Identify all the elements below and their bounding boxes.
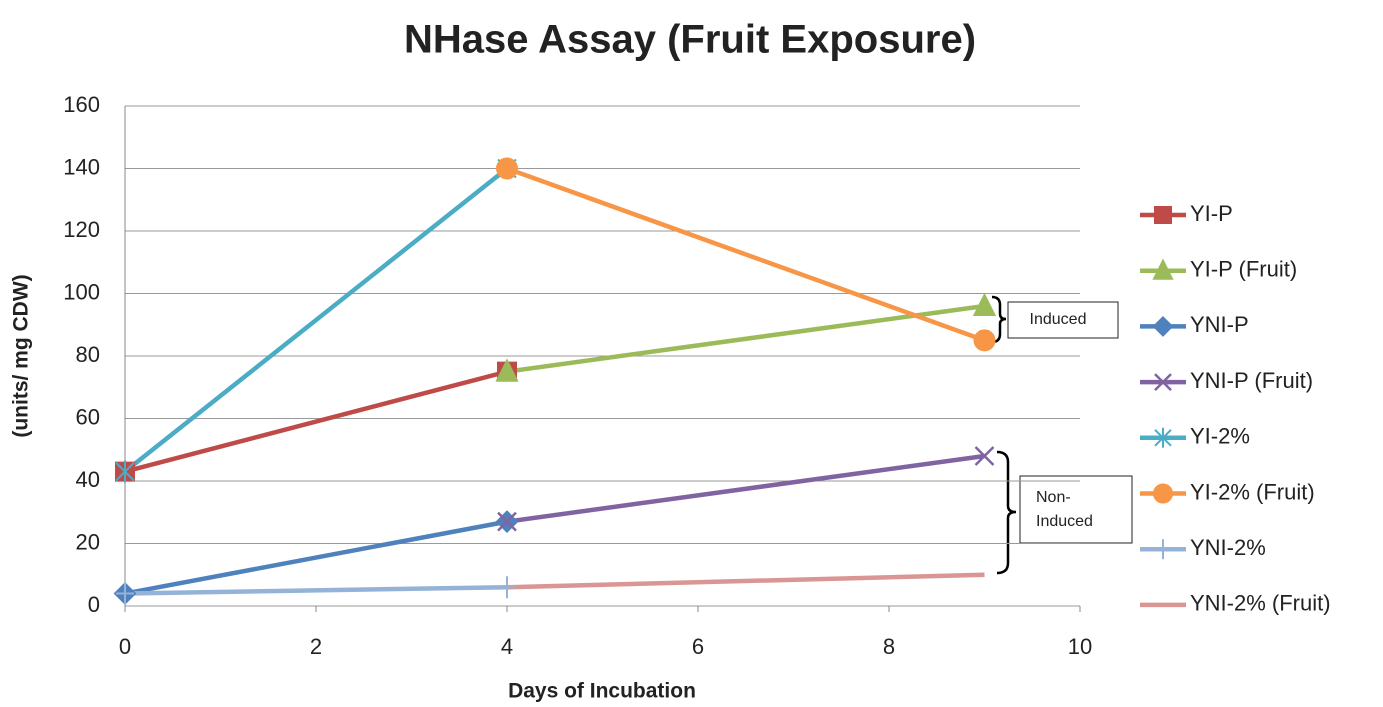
- y-tick-label: 60: [76, 404, 100, 429]
- annotation: Non-: [1036, 489, 1071, 506]
- marker: [495, 358, 519, 382]
- marker: [496, 157, 518, 180]
- marker: [1153, 483, 1173, 504]
- annotation: Induced: [1036, 513, 1093, 530]
- series-line: [506, 166, 986, 343]
- y-tick-label: 140: [63, 154, 100, 179]
- x-tick-label: 2: [310, 634, 322, 659]
- series-line: [124, 585, 508, 596]
- series-line: [124, 519, 508, 596]
- marker: [497, 511, 517, 532]
- y-tick-label: 0: [88, 592, 100, 617]
- non-induced-brace: [996, 450, 1017, 575]
- x-tick-label: 10: [1068, 634, 1092, 659]
- marker: [116, 582, 134, 605]
- marker: [1155, 539, 1171, 560]
- chart-title: NHase Assay (Fruit Exposure): [404, 18, 976, 62]
- y-tick-label: 100: [63, 279, 100, 304]
- y-axis-label: (units/ mg CDW): [10, 274, 33, 437]
- x-tick-label: 0: [119, 634, 131, 659]
- series-line: [506, 453, 985, 524]
- induced-brace: [991, 295, 1007, 344]
- marker: [1154, 373, 1172, 391]
- y-tick-label: 160: [63, 92, 100, 117]
- series-line: [506, 572, 985, 590]
- legend-label: YI-P (Fruit): [1190, 257, 1297, 282]
- x-tick-label: 4: [501, 634, 513, 659]
- marker: [498, 576, 516, 599]
- annotation-box: [1007, 301, 1119, 339]
- series-line: [123, 166, 509, 474]
- marker: [1154, 427, 1172, 448]
- legend-label: YNI-2%: [1190, 535, 1266, 560]
- marker: [973, 329, 996, 352]
- brackets: [991, 295, 1017, 575]
- y-tick-label: 120: [63, 217, 100, 242]
- legend-label: YI-P: [1190, 201, 1233, 226]
- legend-label: YNI-P (Fruit): [1190, 368, 1313, 393]
- x-tick-label: 6: [692, 634, 704, 659]
- marker: [1154, 206, 1172, 224]
- legend-label: YNI-2% (Fruit): [1190, 591, 1331, 616]
- legend-label: YI-2% (Fruit): [1190, 479, 1315, 504]
- y-tick-label: 80: [76, 342, 100, 367]
- marker: [974, 446, 995, 466]
- x-axis-label: Days of Incubation: [508, 680, 696, 703]
- legend-label: YNI-P: [1190, 312, 1249, 337]
- y-tick-label: 40: [76, 467, 100, 492]
- x-tick-label: 8: [883, 634, 895, 659]
- marker: [115, 460, 135, 483]
- y-tick-label: 20: [76, 529, 100, 554]
- annotation-box: [1019, 475, 1133, 544]
- legend-label: YI-2%: [1190, 424, 1250, 449]
- series-line: [506, 303, 985, 374]
- marker: [972, 292, 997, 316]
- series-line: [124, 369, 508, 474]
- marker: [1152, 258, 1174, 280]
- marker: [1152, 315, 1174, 337]
- annotation: Induced: [1030, 311, 1087, 328]
